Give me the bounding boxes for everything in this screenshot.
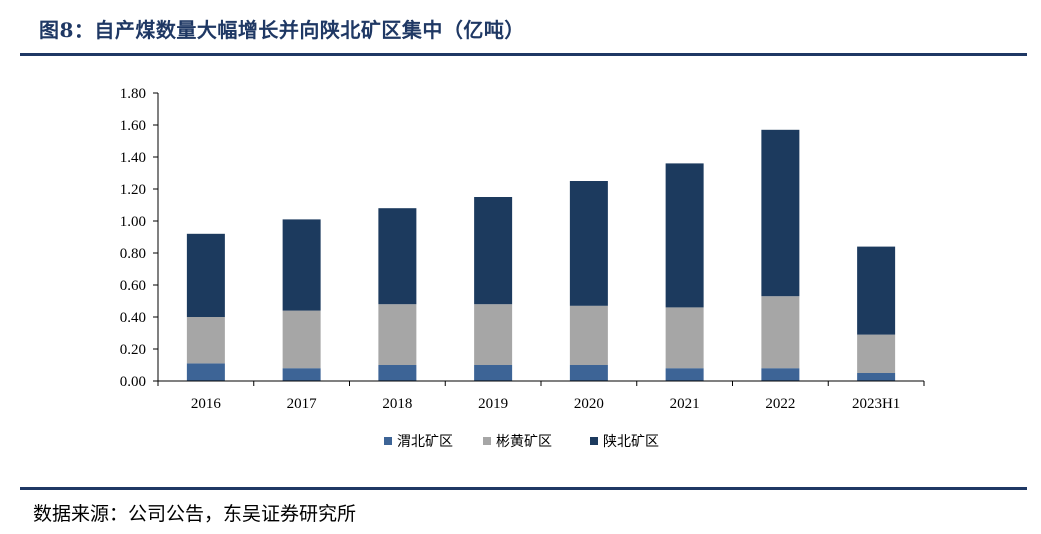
bar-2019-渭北矿区: [474, 365, 513, 381]
bar-2021-彬黄矿区: [665, 307, 704, 369]
x-tick-label: 2021: [670, 396, 700, 412]
bar-2017-陕北矿区: [282, 219, 321, 311]
bar-2022-陕北矿区: [761, 129, 800, 297]
y-tick-label: 0.80: [120, 246, 146, 262]
x-tick-label: 2016: [191, 396, 222, 412]
x-axis: 2016 2017 2018 2019 2020 2021 2022 2023H1: [157, 380, 925, 412]
y-tick-label: 0.00: [120, 374, 146, 390]
legend-swatch: [384, 437, 392, 445]
source-note: 数据来源：公司公告，东吴证券研究所: [33, 503, 357, 525]
x-tick-label: 2019: [478, 396, 508, 412]
y-tick-label: 1.80: [120, 86, 146, 102]
legend-label: 渭北矿区: [397, 434, 453, 450]
y-tick-label: 1.20: [120, 182, 146, 198]
bar-2017-彬黄矿区: [282, 310, 321, 369]
bar-2019-陕北矿区: [474, 197, 513, 305]
bar-2023H1-彬黄矿区: [857, 334, 896, 373]
bar-2016-渭北矿区: [186, 363, 225, 381]
bar-2020-渭北矿区: [569, 365, 608, 381]
legend-swatch: [590, 437, 598, 445]
y-tick-label: 0.60: [120, 278, 146, 294]
x-tick-label: 2017: [287, 396, 318, 412]
legend-label: 陕北矿区: [603, 434, 659, 450]
x-tick-label: 2022: [765, 396, 795, 412]
y-tick-label: 1.40: [120, 150, 146, 166]
bar-2022-彬黄矿区: [761, 296, 800, 369]
stacked-bar-chart: 0.00 0.20 0.40 0.60 0.80 1.00 1.20 1.40 1.60 1.80…: [120, 86, 925, 450]
bar-2022-渭北矿区: [761, 368, 800, 381]
bar-2016-陕北矿区: [186, 233, 225, 317]
title-divider: [20, 53, 1027, 56]
y-tick-label: 0.40: [120, 310, 146, 326]
x-tick-label: 2023H1: [852, 396, 900, 412]
bar-2017-渭北矿区: [282, 368, 321, 381]
x-tick-label: 2018: [382, 396, 412, 412]
y-tick-label: 1.00: [120, 214, 146, 230]
legend-swatch: [483, 437, 491, 445]
bar-2020-彬黄矿区: [569, 305, 608, 365]
bar-2016-彬黄矿区: [186, 317, 225, 364]
bar-2021-陕北矿区: [665, 163, 704, 308]
bar-2018-渭北矿区: [378, 365, 417, 381]
legend-label: 彬黄矿区: [496, 433, 552, 450]
bar-2023H1-陕北矿区: [857, 246, 896, 335]
bar-2018-彬黄矿区: [378, 304, 417, 365]
y-tick-label: 0.20: [120, 342, 146, 358]
y-tick-label: 1.60: [120, 118, 146, 134]
x-tick-label: 2020: [574, 396, 604, 412]
bar-2020-陕北矿区: [569, 181, 608, 306]
bar-2023H1-渭北矿区: [857, 373, 896, 381]
bar-2018-陕北矿区: [378, 208, 417, 305]
page-title: 图8：自产煤数量大幅增长并向陕北矿区集中（亿吨）: [39, 18, 525, 42]
bar-2019-彬黄矿区: [474, 304, 513, 365]
source-divider: [20, 487, 1027, 490]
bars: [186, 129, 896, 381]
y-axis: 0.00 0.20 0.40 0.60 0.80 1.00 1.20 1.40 1.60 1.80: [120, 86, 159, 390]
bar-2021-渭北矿区: [665, 368, 704, 381]
legend: 渭北矿区 彬黄矿区 陕北矿区: [384, 433, 659, 450]
